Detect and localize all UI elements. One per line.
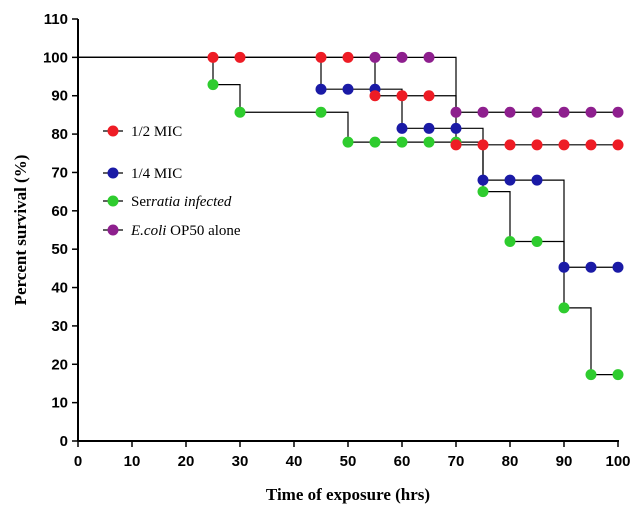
data-point [369,90,381,102]
data-point [585,139,597,151]
x-ticks: 0 10 20 30 40 50 60 70 80 90 100 [74,441,631,470]
legend-label-part: Ser [131,194,151,210]
x-tick-label: 70 [448,453,465,470]
y-tick-label: 30 [51,318,68,335]
y-tick-label: 70 [51,164,68,181]
y-tick-label: 50 [51,241,68,258]
x-tick-label: 30 [232,453,249,470]
data-point [396,136,408,148]
data-point [396,51,408,63]
data-point [342,136,354,148]
data-point [315,51,327,63]
y-tick-label: 0 [60,433,68,450]
legend-marker [107,224,119,236]
data-point [477,139,489,151]
data-point [477,186,489,198]
y-ticks: 0 10 20 30 40 50 60 70 80 90 100 110 [43,11,78,450]
step-line [78,56,618,376]
legend-label: Serratia infected [131,194,232,210]
data-point [396,122,408,134]
y-tick-label: 80 [51,126,68,143]
y-axis-title: Percent survival (%) [11,155,30,306]
data-markers [207,51,624,381]
data-point [585,106,597,118]
data-point [612,261,624,273]
x-tick-label: 40 [286,453,303,470]
legend-item: E.coli OP50 alone [103,223,241,239]
data-point [477,174,489,186]
x-tick-label: 0 [74,453,82,470]
data-point [504,174,516,186]
legend-marker [107,167,119,179]
x-tick-label: 80 [502,453,519,470]
data-point [504,236,516,248]
legend-item: Serratia infected [103,194,232,210]
y-tick-label: 20 [51,356,68,373]
data-point [423,90,435,102]
y-tick-label: 10 [51,395,68,412]
data-point [450,106,462,118]
data-point [423,122,435,134]
legend: 1/2 MIC 1/4 MIC Serratia infected E.coli OP… [103,124,241,239]
x-tick-label: 20 [178,453,195,470]
data-point [207,51,219,63]
data-point [531,236,543,248]
legend-label: E.coli OP50 alone [130,223,241,239]
x-axis-title: Time of exposure (hrs) [266,485,430,504]
y-tick-label: 110 [44,11,68,28]
legend-label: 1/4 MIC [131,166,182,182]
legend-label-part: ratia infected [151,194,232,210]
x-tick-label: 90 [556,453,573,470]
data-point [423,51,435,63]
legend-marker [107,195,119,207]
data-point [558,302,570,314]
data-point [558,261,570,273]
data-point [531,106,543,118]
legend-label-part: OP50 alone [166,223,241,239]
data-point [612,106,624,118]
data-point [369,136,381,148]
data-point [396,90,408,102]
y-tick-label: 40 [51,280,68,297]
data-point [315,83,327,95]
data-point [207,79,219,91]
y-tick-label: 60 [51,203,68,220]
legend-marker [107,125,119,137]
step-lines [78,56,618,376]
data-point [450,139,462,151]
data-point [423,136,435,148]
data-point [612,369,624,381]
data-point [558,139,570,151]
y-tick-label: 100 [43,49,68,66]
x-tick-label: 10 [124,453,141,470]
data-point [342,83,354,95]
data-point [369,51,381,63]
data-point [234,106,246,118]
legend-label: 1/2 MIC [131,124,182,140]
data-point [342,51,354,63]
legend-label-part: E.coli [130,223,166,239]
y-tick-label: 90 [51,88,68,105]
legend-item: 1/4 MIC [103,166,182,182]
data-point [612,139,624,151]
data-point [234,51,246,63]
step-line [78,56,618,268]
data-point [504,139,516,151]
data-point [315,106,327,118]
data-point [531,139,543,151]
data-point [477,106,489,118]
data-point [558,106,570,118]
data-point [585,369,597,381]
data-point [585,261,597,273]
x-tick-label: 50 [340,453,357,470]
data-point [504,106,516,118]
x-tick-label: 100 [605,453,630,470]
x-tick-label: 60 [394,453,411,470]
data-point [531,174,543,186]
data-point [450,122,462,134]
legend-item: 1/2 MIC [103,124,182,140]
